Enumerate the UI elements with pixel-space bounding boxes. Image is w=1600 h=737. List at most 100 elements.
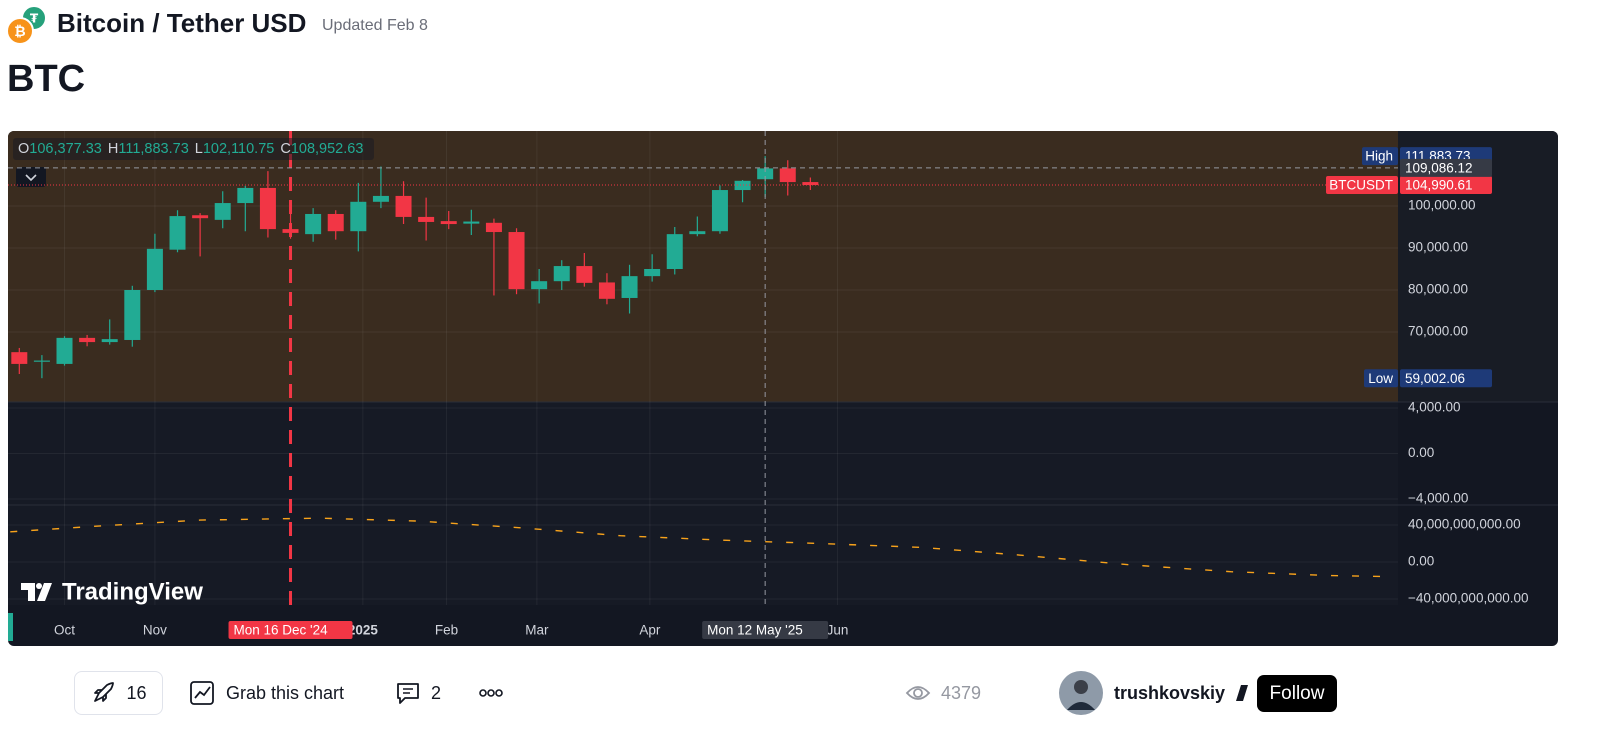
grab-icon [190, 681, 214, 705]
collapse-button[interactable] [16, 167, 46, 187]
watermark: TradingView [62, 578, 203, 605]
price-pane [8, 131, 1398, 402]
candle-body [124, 289, 141, 340]
candle-body [553, 266, 570, 282]
idea-title: BTC [7, 58, 86, 100]
follow-button[interactable]: Follow [1257, 675, 1337, 712]
avatar [1059, 671, 1103, 715]
high-label: High [1365, 149, 1393, 164]
candle-body [101, 339, 118, 343]
candle-body [666, 234, 683, 269]
last-price-value-box [1400, 176, 1492, 195]
x-tick-label: Apr [639, 623, 661, 638]
y-tick-label: −40,000,000,000.00 [1408, 591, 1529, 606]
y-tick-label: 0.00 [1408, 554, 1434, 569]
grab-chart-button[interactable]: Grab this chart [188, 671, 344, 715]
candle-body [372, 195, 389, 202]
legend-value: 106,377.33 [29, 141, 102, 157]
candle-body [440, 221, 457, 225]
low-label-box [1364, 369, 1398, 388]
candle-body [644, 268, 661, 277]
svg-text:₮: ₮ [30, 12, 39, 26]
candle-body [350, 201, 367, 232]
crosshair-price-box [1400, 158, 1492, 177]
candle-body [192, 215, 209, 219]
y-tick-label: 40,000,000,000.00 [1408, 517, 1521, 532]
boost-count: 16 [126, 683, 147, 703]
candle-body [169, 216, 186, 250]
x-tick-label: 2025 [348, 623, 379, 638]
y-tick-label: 0.00 [1408, 445, 1434, 460]
badge-icon [1236, 685, 1249, 701]
legend-key: O [18, 141, 30, 157]
candle-body [418, 216, 435, 222]
views: 4379 [905, 671, 981, 715]
candle-body [576, 266, 593, 283]
crosshair-date: Mon 12 May '25 [707, 623, 803, 638]
candle-body [779, 168, 796, 183]
author-name: trushkovskiy [1114, 683, 1226, 703]
y-tick-label: 70,000.00 [1408, 324, 1468, 339]
low-label: Low [1368, 371, 1393, 386]
tradingview-logo [21, 583, 52, 601]
x-tick-label: Oct [54, 623, 75, 638]
candle-body [33, 360, 50, 362]
boost-button[interactable]: 16 [74, 671, 163, 715]
collapse-icon [25, 174, 37, 182]
x-tick-label: Jun [827, 623, 849, 638]
crosshair-date-box [702, 621, 829, 639]
candle-body [463, 221, 480, 224]
low-value-box [1400, 369, 1492, 388]
legend-key: L [194, 141, 203, 157]
view-count: 4379 [941, 683, 982, 703]
candle-body [395, 195, 412, 217]
y-tick-label: 4,000.00 [1408, 400, 1461, 415]
y-tick-label: −4,000.00 [1408, 491, 1468, 506]
candle-body [237, 187, 254, 204]
symbol-icon: ₮ ₿ [6, 5, 47, 45]
candle-body [79, 337, 96, 343]
candle-body [711, 190, 728, 232]
last-price-name-box [1326, 176, 1398, 195]
candle-body [485, 222, 502, 233]
ohlc-legend: O106,377.33 H111,883.73 L102,110.75 C108,95… [13, 138, 375, 160]
indicator-pane [8, 402, 1398, 605]
y-tick-label: 100,000.00 [1408, 198, 1476, 213]
rocket-icon [94, 682, 115, 702]
candle-body [757, 168, 774, 180]
drawing-date-box [228, 621, 353, 639]
candle-body [531, 281, 548, 290]
y-tick-label: 80,000.00 [1408, 282, 1468, 297]
low-value: 59,002.06 [1405, 371, 1465, 386]
crosshair-price: 109,086.12 [1405, 160, 1473, 175]
candle-body [327, 213, 344, 232]
eye-icon [905, 686, 931, 700]
candle-body [259, 187, 276, 230]
more-icon [479, 689, 503, 697]
comments-button[interactable]: 2 [395, 671, 441, 715]
candle-body [146, 248, 163, 290]
last-price-name: BTCUSDT [1329, 178, 1393, 193]
symbol-title: Bitcoin / Tether USD [57, 8, 307, 38]
candle-body [598, 282, 615, 299]
candle-body [508, 232, 525, 290]
candle-body [56, 337, 73, 364]
more-button[interactable] [478, 671, 504, 715]
svg-text:₿: ₿ [14, 24, 25, 40]
legend-value: 108,952.63 [290, 141, 364, 157]
legend-key: H [107, 141, 119, 157]
x-tick-label: Mar [525, 623, 549, 638]
candle-body [214, 203, 231, 220]
range-marker [8, 613, 13, 641]
grab-label: Grab this chart [226, 683, 345, 703]
author[interactable]: trushkovskiy [1058, 671, 1249, 715]
last-price-value: 104,990.61 [1405, 178, 1473, 193]
legend-value: 102,110.75 [202, 141, 275, 157]
candle-body [689, 231, 706, 235]
candle-body [621, 276, 638, 298]
legend-value: 111,883.73 [118, 141, 189, 157]
candle-body [305, 213, 322, 235]
x-tick-label: Nov [143, 623, 167, 638]
legend-key: C [280, 141, 291, 157]
